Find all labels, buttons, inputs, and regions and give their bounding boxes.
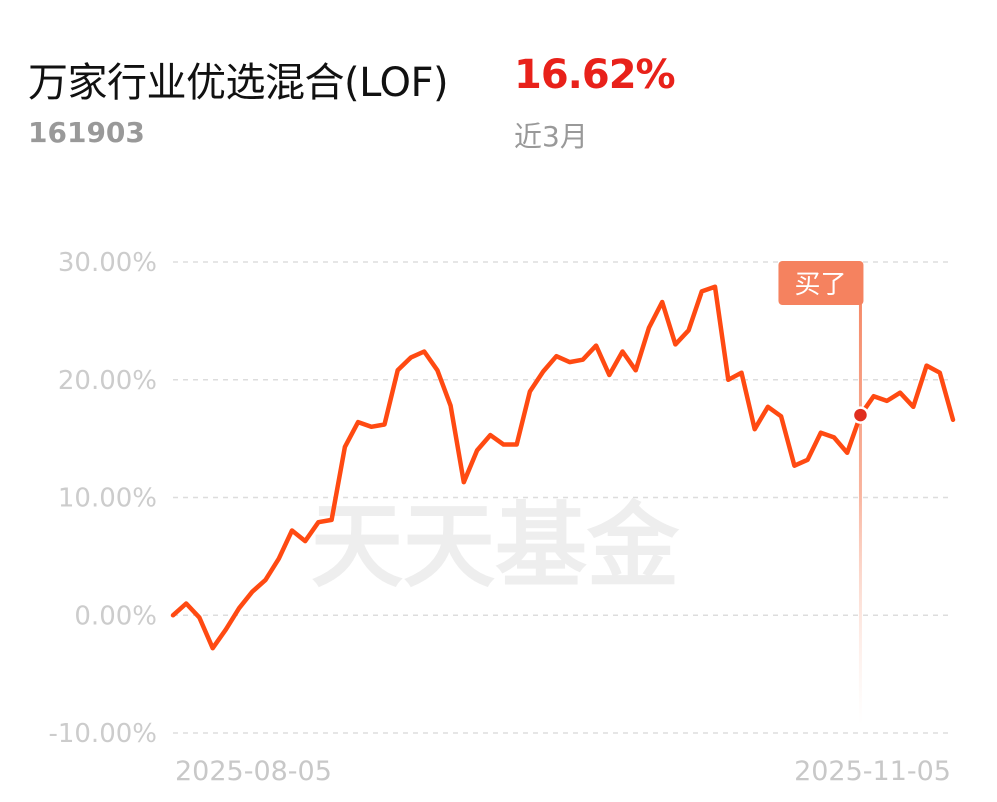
- y-tick-label: 10.00%: [58, 484, 157, 514]
- fund-code: 161903: [28, 116, 145, 149]
- x-tick-label-end: 2025-11-05: [794, 756, 951, 787]
- fund-name: 万家行业优选混合(LOF): [28, 60, 449, 106]
- buy-marker-label: 买了: [794, 270, 846, 300]
- y-tick-label: 30.00%: [58, 248, 157, 278]
- x-axis-ticks: 2025-08-05 2025-11-05: [175, 756, 951, 787]
- series-line: [170, 284, 956, 651]
- fund-return-value: 16.62%: [514, 52, 676, 98]
- y-tick-label: 20.00%: [58, 366, 157, 396]
- y-axis-ticks: 30.00% 20.00% 10.00% 0.00% -10.00%: [48, 248, 157, 749]
- y-tick-label: 0.00%: [74, 601, 157, 631]
- watermark-text: 天天基金: [311, 492, 680, 600]
- buy-marker[interactable]: 买了: [778, 261, 864, 725]
- buy-marker-dot: [851, 406, 870, 424]
- buy-marker-line: [858, 300, 862, 725]
- y-tick-label: -10.00%: [48, 719, 157, 749]
- series-layer: [170, 284, 956, 651]
- buy-marker-dot-layer: [851, 406, 870, 424]
- buy-marker-flag[interactable]: [778, 261, 864, 305]
- x-tick-label-start: 2025-08-05: [175, 756, 332, 787]
- period-label: 近3月: [514, 120, 588, 153]
